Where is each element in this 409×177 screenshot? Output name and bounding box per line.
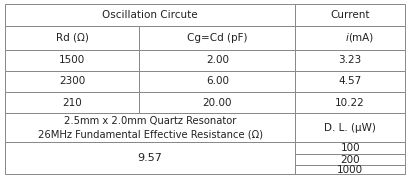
Bar: [5, 71, 139, 92]
Text: D. L. (μW): D. L. (μW): [324, 123, 375, 133]
Bar: [5, 142, 294, 174]
Text: 1500: 1500: [59, 55, 85, 65]
Text: Cg=Cd (pF): Cg=Cd (pF): [187, 33, 247, 43]
Bar: [5, 113, 294, 142]
Bar: [294, 26, 404, 50]
Text: 4.57: 4.57: [338, 76, 361, 86]
Text: 2.00: 2.00: [205, 55, 228, 65]
Bar: [294, 154, 404, 165]
Text: 10.22: 10.22: [335, 98, 364, 108]
Bar: [294, 142, 404, 154]
Text: 210: 210: [62, 98, 82, 108]
Bar: [5, 4, 294, 26]
Bar: [294, 50, 404, 71]
Text: i: i: [344, 33, 347, 43]
Text: 9.57: 9.57: [137, 153, 162, 163]
Bar: [5, 50, 139, 71]
Bar: [294, 4, 404, 26]
Text: 2.5mm x 2.0mm Quartz Resonator: 2.5mm x 2.0mm Quartz Resonator: [64, 116, 236, 126]
Bar: [139, 92, 294, 113]
Text: 6.00: 6.00: [205, 76, 228, 86]
Text: (mA): (mA): [347, 33, 373, 43]
Bar: [139, 71, 294, 92]
Bar: [294, 92, 404, 113]
Bar: [294, 113, 404, 142]
Text: Current: Current: [330, 10, 369, 20]
Bar: [294, 71, 404, 92]
Text: 1000: 1000: [336, 165, 362, 175]
Bar: [294, 165, 404, 174]
Text: 100: 100: [339, 143, 359, 153]
Text: 20.00: 20.00: [202, 98, 231, 108]
Text: Rd (Ω): Rd (Ω): [56, 33, 88, 43]
Bar: [139, 26, 294, 50]
Text: 3.23: 3.23: [338, 55, 361, 65]
Bar: [139, 50, 294, 71]
Text: 200: 200: [339, 155, 359, 165]
Text: 2300: 2300: [59, 76, 85, 86]
Text: 26MHz Fundamental Effective Resistance (Ω): 26MHz Fundamental Effective Resistance (…: [38, 130, 262, 140]
Text: Oscillation Circute: Oscillation Circute: [102, 10, 198, 20]
Bar: [5, 92, 139, 113]
Bar: [5, 26, 139, 50]
